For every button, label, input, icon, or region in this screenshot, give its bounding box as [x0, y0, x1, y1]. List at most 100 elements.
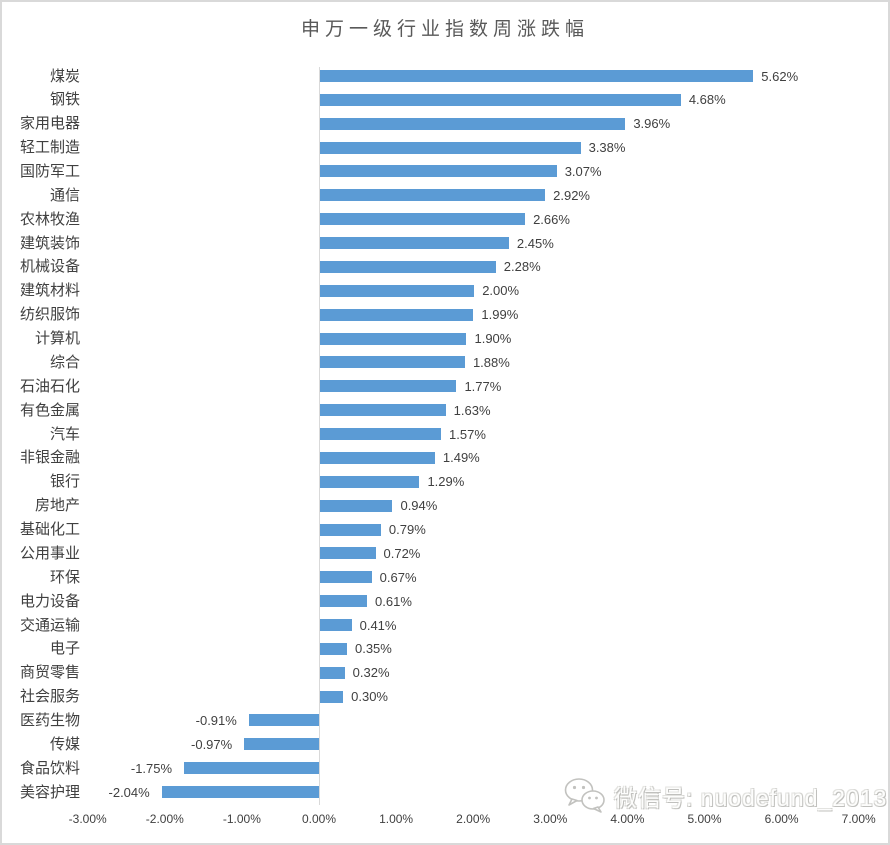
category-label: 通信 — [49, 186, 80, 204]
value-label: 1.99% — [481, 307, 519, 323]
category-label: 建筑材料 — [19, 282, 80, 300]
bar — [320, 690, 344, 703]
x-axis-tick-label: 6.00% — [764, 812, 799, 826]
category-label: 交通运输 — [19, 616, 80, 634]
value-label: 2.66% — [533, 211, 570, 227]
category-label: 家用电器 — [19, 115, 80, 133]
value-label: -0.91% — [195, 712, 237, 728]
bar — [320, 451, 435, 464]
value-label: 0.79% — [388, 522, 426, 538]
category-label: 商贸零售 — [19, 664, 80, 682]
value-label: 2.28% — [503, 259, 541, 275]
wechat-icon — [564, 778, 605, 813]
category-label: 机械设备 — [19, 258, 80, 276]
category-label: 煤炭 — [49, 67, 80, 85]
bar — [320, 93, 681, 106]
value-label: 2.92% — [553, 187, 590, 203]
category-label: 钢铁 — [49, 91, 80, 109]
category-label: 国防军工 — [19, 162, 80, 180]
value-label: 1.77% — [464, 378, 502, 394]
category-label: 传媒 — [49, 735, 80, 753]
value-label: -2.04% — [108, 784, 150, 800]
bar — [320, 356, 465, 369]
x-axis-tick-label: -3.00% — [68, 812, 107, 826]
value-label: 3.96% — [633, 116, 671, 132]
bar — [320, 141, 581, 154]
bar — [320, 165, 557, 178]
x-axis-tick-label: -1.00% — [222, 812, 261, 826]
category-label: 银行 — [49, 473, 80, 491]
category-label: 基础化工 — [19, 521, 80, 539]
bar — [320, 308, 474, 321]
category-label: 石油石化 — [19, 377, 80, 395]
category-label: 轻工制造 — [19, 139, 80, 157]
category-label: 社会服务 — [19, 688, 80, 706]
bar — [320, 666, 345, 679]
value-label: 0.35% — [354, 641, 392, 657]
value-label: 2.45% — [516, 235, 554, 251]
bar — [320, 642, 347, 655]
bar — [244, 738, 319, 751]
value-label: 4.68% — [688, 92, 726, 108]
bar — [320, 117, 626, 130]
category-label: 纺织服饰 — [19, 306, 80, 324]
value-label: 1.90% — [474, 331, 512, 347]
value-label: 1.88% — [472, 354, 510, 370]
category-label: 建筑装饰 — [19, 234, 80, 252]
category-label: 电力设备 — [19, 592, 80, 610]
value-label: 0.72% — [383, 545, 421, 561]
x-axis-tick-label: 7.00% — [841, 812, 876, 826]
bar — [248, 714, 319, 727]
category-label: 环保 — [49, 568, 80, 586]
bar — [320, 619, 352, 631]
bar — [320, 404, 446, 417]
x-axis-tick-label: 3.00% — [533, 812, 568, 826]
value-label: 0.67% — [379, 569, 417, 585]
x-axis-tick-label: 4.00% — [610, 812, 645, 826]
bar — [320, 70, 754, 82]
bar — [320, 237, 509, 250]
category-label: 电子 — [49, 640, 80, 658]
value-label: 0.32% — [352, 665, 390, 681]
bar — [161, 786, 319, 799]
bar — [320, 213, 526, 226]
value-label: 0.61% — [375, 593, 412, 609]
category-label: 医药生物 — [19, 711, 80, 729]
bar — [320, 499, 393, 512]
x-axis-tick-label: 1.00% — [379, 812, 414, 826]
bar — [320, 595, 368, 608]
bar — [320, 523, 381, 536]
bar — [320, 189, 546, 202]
value-label: -1.75% — [130, 760, 173, 776]
value-label: 5.62% — [761, 68, 799, 84]
bar — [320, 260, 496, 273]
category-label: 农林牧渔 — [19, 210, 80, 228]
category-label: 公用事业 — [19, 544, 80, 562]
bar — [184, 762, 319, 775]
value-label: 3.38% — [588, 140, 626, 156]
watermark-text: 微信号: nuodefund_2013 — [614, 785, 888, 811]
bar — [320, 332, 467, 345]
bar — [320, 428, 442, 441]
category-label: 房地产 — [34, 497, 80, 515]
bar — [320, 571, 372, 584]
value-label: 3.07% — [564, 163, 602, 179]
x-axis-tick-label: 5.00% — [687, 812, 722, 826]
category-label: 综合 — [49, 353, 80, 371]
category-label: 食品饮料 — [19, 759, 80, 777]
value-label: 2.00% — [482, 283, 520, 299]
category-label: 计算机 — [34, 330, 80, 348]
category-label: 非银金融 — [19, 449, 80, 467]
bar — [320, 547, 376, 560]
value-label: 1.57% — [449, 426, 486, 442]
category-label: 有色金属 — [19, 401, 80, 419]
value-label: 0.41% — [359, 617, 397, 633]
x-axis-tick-label: 0.00% — [301, 812, 337, 826]
x-axis-tick-label: -2.00% — [145, 812, 184, 826]
bar — [320, 284, 475, 297]
value-label: 1.63% — [453, 402, 491, 418]
bar — [320, 380, 457, 393]
value-label: 1.29% — [427, 474, 465, 490]
value-label: 0.94% — [400, 498, 438, 514]
